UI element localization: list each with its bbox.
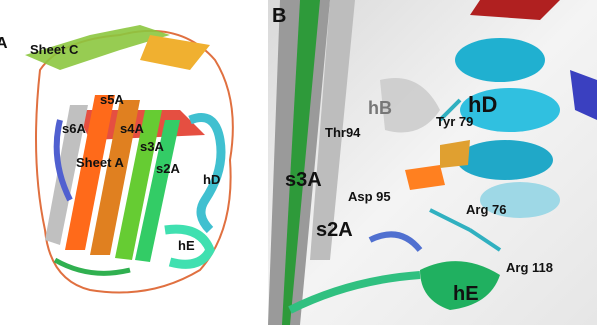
annotation: hB bbox=[368, 98, 392, 118]
annotation: Arg 76 bbox=[466, 202, 506, 217]
annotation: s3A bbox=[140, 139, 164, 154]
annotation: s2A bbox=[316, 219, 353, 241]
annotation: Sheet C bbox=[30, 42, 79, 57]
annotation: hD bbox=[203, 172, 220, 187]
panel-label: B bbox=[272, 5, 286, 27]
annotation: Thr94 bbox=[325, 125, 361, 140]
annotation: hD bbox=[468, 92, 497, 117]
annotation: Asp 95 bbox=[348, 189, 391, 204]
panel-a-structure bbox=[25, 25, 234, 294]
annotation: Sheet A bbox=[76, 155, 125, 170]
annotation: s4A bbox=[120, 121, 144, 136]
annotation: s6A bbox=[62, 121, 86, 136]
annotation: Tyr 79 bbox=[436, 114, 473, 129]
panel-label: A bbox=[0, 35, 8, 52]
annotation: s2A bbox=[156, 161, 180, 176]
annotation: s3A bbox=[285, 169, 322, 191]
annotation: s5A bbox=[100, 92, 124, 107]
annotation: Arg 118 bbox=[506, 260, 553, 275]
annotation: hE bbox=[453, 283, 479, 305]
panel-b-structure bbox=[268, 0, 597, 325]
annotation: hE bbox=[178, 238, 195, 253]
